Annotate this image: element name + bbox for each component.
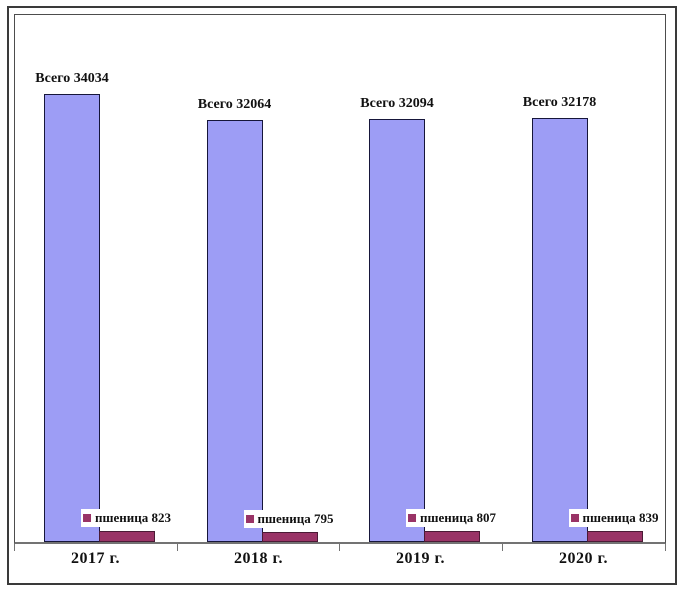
bar-wheat — [99, 531, 155, 542]
total-data-label: Всего 32064 — [197, 97, 272, 112]
axis-tick — [339, 544, 340, 551]
wheat-data-label-text: пшеница 795 — [257, 511, 334, 526]
x-axis-category-label: 2018 г. — [234, 550, 283, 567]
category-group: Всего 32064 пшеница 795 — [178, 15, 341, 542]
category-group: Всего 32178 пшеница 839 — [503, 15, 666, 542]
wheat-data-label-text: пшеница 823 — [95, 510, 171, 525]
category-group: Всего 32094 пшеница 807 — [340, 15, 503, 542]
category-group: Всего 34034 пшеница 823 — [15, 15, 178, 542]
bar-total — [44, 94, 100, 542]
x-axis-category-label: 2017 г. — [71, 550, 120, 567]
x-axis-category-label: 2020 г. — [559, 550, 608, 567]
bar-total — [206, 120, 263, 542]
wheat-data-label: пшеница 823 — [81, 509, 173, 527]
wheat-legend-key-icon — [570, 514, 579, 522]
axis-tick — [502, 544, 503, 551]
wheat-legend-key-icon — [408, 514, 417, 522]
wheat-legend-key-icon — [245, 515, 254, 523]
wheat-data-label-text: пшеница 839 — [582, 510, 659, 525]
x-axis-category-label: 2019 г. — [396, 550, 445, 567]
wheat-data-label: пшеница 795 — [243, 510, 336, 528]
bar-wheat — [424, 531, 480, 542]
wheat-data-label: пшеница 839 — [568, 509, 661, 527]
axis-tick — [14, 544, 15, 551]
bar-total — [531, 118, 588, 542]
total-data-label: Всего 32094 — [360, 96, 434, 111]
wheat-data-label-text: пшеница 807 — [420, 510, 496, 525]
wheat-data-label: пшеница 807 — [406, 509, 498, 527]
total-data-label: Всего 32178 — [522, 95, 597, 110]
wheat-legend-key-icon — [83, 514, 92, 522]
axis-tick — [177, 544, 178, 551]
bar-wheat — [586, 531, 643, 542]
axis-tick — [665, 544, 666, 551]
plot-area: Всего 34034 пшеница 823 Всего 32064 пшеница… — [14, 14, 666, 544]
bar-total — [369, 119, 425, 542]
total-data-label: Всего 34034 — [35, 71, 109, 86]
bar-wheat — [261, 532, 318, 542]
